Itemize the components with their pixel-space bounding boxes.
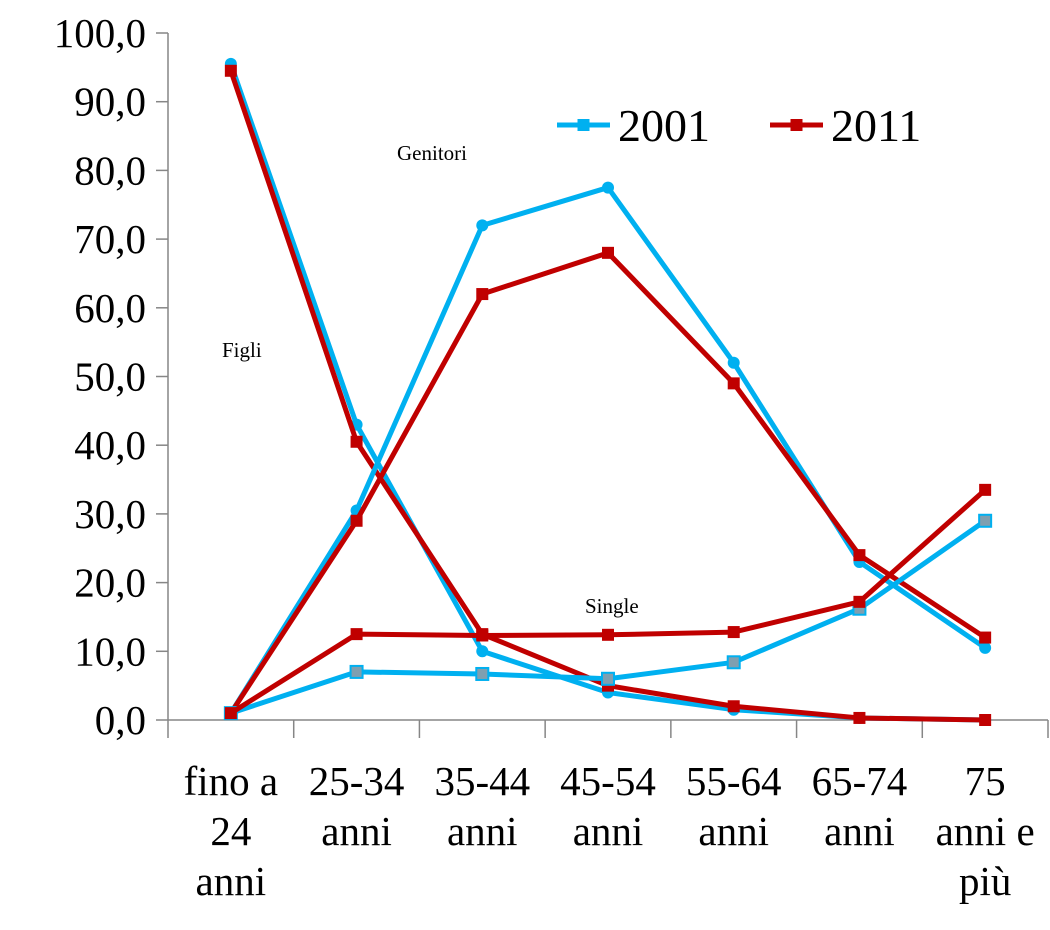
data-point — [224, 64, 237, 77]
y-tick-label: 70,0 — [74, 216, 146, 262]
data-point — [476, 629, 489, 642]
x-tick-label-line: 45-54 — [560, 758, 656, 804]
y-tick-label: 90,0 — [74, 79, 146, 125]
data-point — [727, 377, 740, 390]
series-group-single — [223, 483, 993, 721]
x-tick-label-line: 25-34 — [309, 758, 405, 804]
data-point — [979, 631, 992, 644]
data-point — [476, 645, 489, 658]
series-group-figli — [224, 57, 992, 726]
legend-label-2011: 2011 — [831, 100, 921, 151]
x-tick-label: 75 anni e più — [936, 758, 1035, 904]
x-tick-label-line: anni — [447, 808, 518, 854]
data-point — [853, 595, 866, 608]
data-point — [476, 288, 489, 301]
x-tick-label: fino a 24 anni — [184, 758, 279, 904]
x-tick-label-line: anni e — [936, 808, 1035, 854]
y-tick-label: 40,0 — [74, 422, 146, 468]
x-tick-label-line: anni — [698, 808, 769, 854]
annotation-single: Single — [585, 594, 639, 618]
y-tick-label: 100,0 — [54, 10, 146, 56]
data-point — [350, 514, 363, 527]
x-tick-label-line: 35-44 — [434, 758, 530, 804]
y-tick-label: 10,0 — [74, 628, 146, 674]
legend-marker-2011 — [790, 119, 803, 131]
x-tick-label-line: anni — [573, 808, 644, 854]
x-tick-label-line: 75 — [965, 758, 1006, 804]
series-layer — [223, 57, 993, 726]
legend-marker-2001 — [577, 119, 590, 131]
data-point — [979, 714, 992, 726]
series-line-figli-2001 — [228, 61, 988, 723]
x-tick-label: 65-74 anni — [812, 758, 908, 854]
data-point — [727, 626, 740, 639]
data-point — [978, 513, 993, 528]
x-tick-label-line: più — [959, 858, 1011, 904]
y-tick-label: 0,0 — [95, 697, 146, 743]
data-point — [224, 707, 237, 720]
axes: 0,0 10,0 20,0 30,0 40,0 50,0 60,0 70,0 80,0 90,0 1… — [54, 10, 1049, 904]
y-tick-label: 30,0 — [74, 491, 146, 537]
x-tick-label: 35-44 anni — [434, 758, 530, 854]
y-tick-label: 80,0 — [74, 147, 146, 193]
x-tick-label-line: 65-74 — [812, 758, 908, 804]
x-tick-label-line: fino a — [184, 758, 279, 804]
data-point — [349, 664, 364, 679]
y-tick-label: 60,0 — [74, 285, 146, 331]
data-point — [979, 641, 992, 654]
data-point — [853, 711, 866, 724]
annotations: Genitori Figli Single — [222, 141, 639, 618]
data-point — [602, 628, 614, 641]
annotation-genitori: Genitori — [397, 141, 467, 165]
y-tick-label: 20,0 — [74, 560, 146, 606]
series-group-genitori — [224, 181, 992, 720]
x-tick-label-line: 55-64 — [686, 758, 782, 804]
x-tick-label-line: anni — [321, 808, 392, 854]
data-point — [853, 549, 866, 562]
data-point — [602, 246, 614, 259]
legend-label-2001: 2001 — [618, 100, 710, 151]
data-point — [727, 356, 740, 369]
x-tick-label-line: 24 — [210, 808, 251, 854]
annotation-figli: Figli — [222, 338, 262, 362]
data-point — [350, 435, 363, 448]
legend: 2001 2011 — [557, 100, 921, 151]
data-point — [350, 628, 363, 641]
data-point — [602, 181, 614, 194]
data-point — [727, 700, 740, 713]
x-tick-label: 45-54 anni — [560, 758, 656, 854]
x-tick-label: 25-34 anni — [309, 758, 405, 854]
y-tick-label: 50,0 — [74, 354, 146, 400]
data-point — [475, 666, 490, 681]
x-tick-label: 55-64 anni — [686, 758, 782, 854]
x-tick-label-line: anni — [824, 808, 895, 854]
data-point — [601, 671, 615, 686]
x-tick-label-line: anni — [196, 858, 267, 904]
data-point — [476, 219, 489, 232]
data-point — [979, 483, 992, 496]
data-point — [726, 655, 741, 670]
